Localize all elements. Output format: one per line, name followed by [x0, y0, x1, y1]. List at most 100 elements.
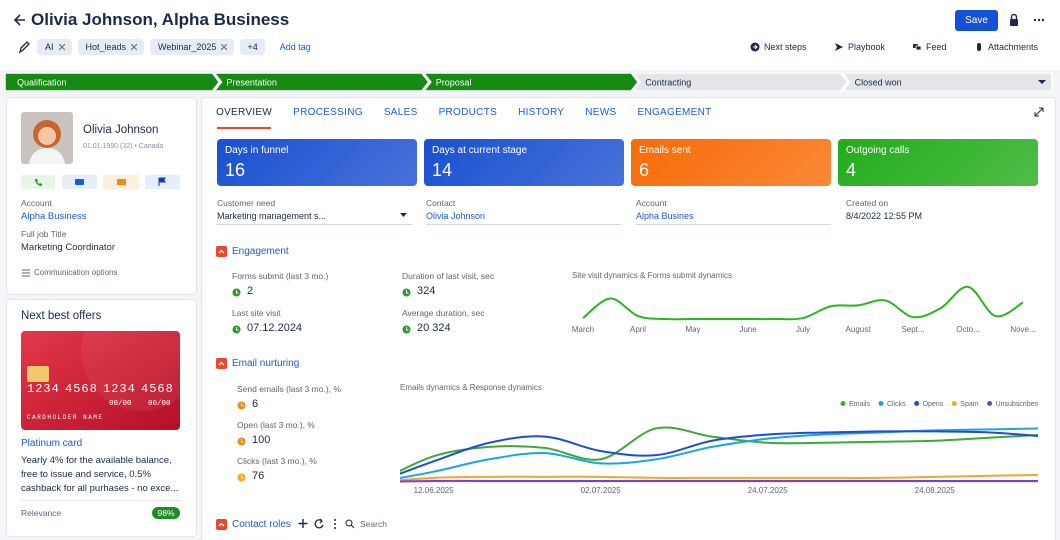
- action-label[interactable]: Attachments: [988, 42, 1039, 52]
- kpi-label: Days in funnel: [225, 145, 289, 156]
- legend-label: Unsubscribes: [996, 401, 1039, 408]
- metric-value: 20 324: [417, 322, 451, 334]
- tab[interactable]: ENGAGEMENT: [637, 107, 712, 118]
- field-label: Contact: [426, 198, 456, 208]
- collapse-icon[interactable]: [216, 246, 227, 257]
- kpi-value: 4: [846, 160, 857, 180]
- field-label: Account: [636, 198, 667, 208]
- metric-value: 324: [417, 285, 436, 297]
- stage: [4, 73, 221, 91]
- relevance-label: Relevance: [21, 508, 62, 518]
- cardholder: CARDHOLDER NAME: [27, 414, 104, 421]
- field-underline: [426, 224, 621, 225]
- chart-title: Site visit dynamics & Forms submit dynam…: [572, 271, 732, 280]
- field-value[interactable]: Olivia Johnson: [426, 211, 486, 221]
- series-line: [400, 427, 1038, 480]
- back-arrow[interactable]: [13, 13, 27, 27]
- tag-list: AI Hot_leads Webinar_2025 +4 Add tag: [37, 39, 311, 55]
- remove-tag[interactable]: [221, 44, 228, 50]
- tab[interactable]: OVERVIEW: [216, 107, 273, 118]
- x-tick-label: June: [739, 325, 757, 334]
- tab[interactable]: HISTORY: [518, 107, 565, 118]
- metric-value: 100: [252, 434, 271, 446]
- legend-label: Emails: [849, 401, 871, 408]
- expand-icon[interactable]: [1034, 107, 1044, 117]
- legend-swatch: [987, 401, 993, 406]
- separator: [21, 500, 180, 501]
- kpi-card: [217, 139, 417, 186]
- legend-swatch: [914, 401, 920, 406]
- stage: [841, 73, 1053, 91]
- metric-label: Clicks (last 3 mo.), %: [237, 456, 317, 466]
- action-icon[interactable]: [912, 42, 922, 52]
- email-chart: Emails dynamics & Response dynamics 12.06…: [400, 383, 1039, 495]
- collapse-icon[interactable]: [216, 358, 227, 369]
- lock-icon[interactable]: [1007, 13, 1021, 27]
- more-icon[interactable]: [1032, 13, 1046, 27]
- contact-role-tools[interactable]: [298, 518, 378, 530]
- save-button[interactable]: Save: [955, 10, 998, 31]
- card-number: 1234: [27, 382, 60, 396]
- x-tick-label: March: [572, 325, 594, 334]
- stage-dropdown: [1038, 80, 1046, 84]
- metric-icon: [232, 288, 241, 297]
- credit-card-image: [21, 331, 180, 430]
- field-label: Created on: [846, 198, 889, 208]
- metric-icon: [237, 437, 246, 446]
- kpi-card: [631, 139, 831, 186]
- job-label: Full job Title: [21, 229, 67, 239]
- collapse-icon[interactable]: [216, 519, 227, 530]
- settings-icon: [22, 269, 30, 277]
- legend-swatch: [840, 401, 846, 406]
- tab[interactable]: PRODUCTS: [438, 107, 498, 118]
- field-label: Customer need: [217, 198, 276, 208]
- kpi-value: 16: [225, 160, 246, 180]
- action-label[interactable]: Playbook: [848, 42, 886, 52]
- series-line: [400, 426, 1038, 472]
- tag-text: AI: [45, 42, 54, 52]
- field-underline: [217, 224, 412, 225]
- add-tag[interactable]: Add tag: [279, 42, 311, 52]
- search[interactable]: Search: [360, 519, 387, 529]
- active-tab-underline: [217, 127, 271, 129]
- tab[interactable]: PROCESSING: [293, 107, 363, 118]
- site-visit-chart: Site visit dynamics & Forms submit dynam…: [572, 271, 1036, 334]
- card-number: 4568: [65, 382, 98, 396]
- offer-name[interactable]: Platinum card: [21, 438, 83, 449]
- action-label[interactable]: Feed: [926, 42, 947, 52]
- dropdown-caret[interactable]: [400, 213, 408, 219]
- job-value: Marketing Coordinator: [21, 242, 115, 253]
- action-icon[interactable]: [974, 42, 984, 52]
- stage: [632, 73, 849, 91]
- tab-bar: OVERVIEW PROCESSING SALES PRODUCTS HISTORY NE…: [216, 107, 712, 118]
- field-value[interactable]: Alpha Busines: [636, 211, 694, 221]
- stage: [213, 73, 430, 91]
- stage-label: Contracting: [645, 78, 691, 88]
- action-icon[interactable]: [834, 42, 844, 52]
- section-title: Engagement: [232, 246, 289, 257]
- offers-title: Next best offers: [21, 310, 102, 322]
- x-tick-label: Sept...: [901, 325, 924, 334]
- metric-icon: [237, 401, 246, 410]
- tag: Hot_leads: [77, 39, 145, 55]
- remove-tag[interactable]: [131, 44, 138, 50]
- x-tick-label: May: [685, 325, 700, 334]
- action-icon[interactable]: [750, 42, 760, 52]
- legend-swatch: [951, 401, 957, 406]
- communication-options[interactable]: Communication options: [34, 268, 118, 277]
- metric-icon: [402, 288, 411, 297]
- account-link[interactable]: Alpha Business: [21, 211, 87, 222]
- offer-description: Yearly 4% for the available balance, fre…: [21, 455, 179, 494]
- tab[interactable]: SALES: [383, 107, 418, 118]
- x-tick-label: 12.06.2025: [414, 486, 455, 495]
- legend-label: Clicks: [887, 401, 906, 408]
- relevance-badge: 98%: [152, 507, 180, 519]
- metric-label: Last site visit: [232, 308, 281, 318]
- more-tags[interactable]: +4: [240, 39, 265, 55]
- action-label[interactable]: Next steps: [764, 42, 807, 52]
- edit-icon[interactable]: [18, 40, 30, 54]
- contact-buttons[interactable]: [21, 175, 181, 190]
- metric-icon: [237, 473, 246, 482]
- remove-tag[interactable]: [58, 44, 65, 50]
- tab[interactable]: NEWS: [585, 107, 617, 118]
